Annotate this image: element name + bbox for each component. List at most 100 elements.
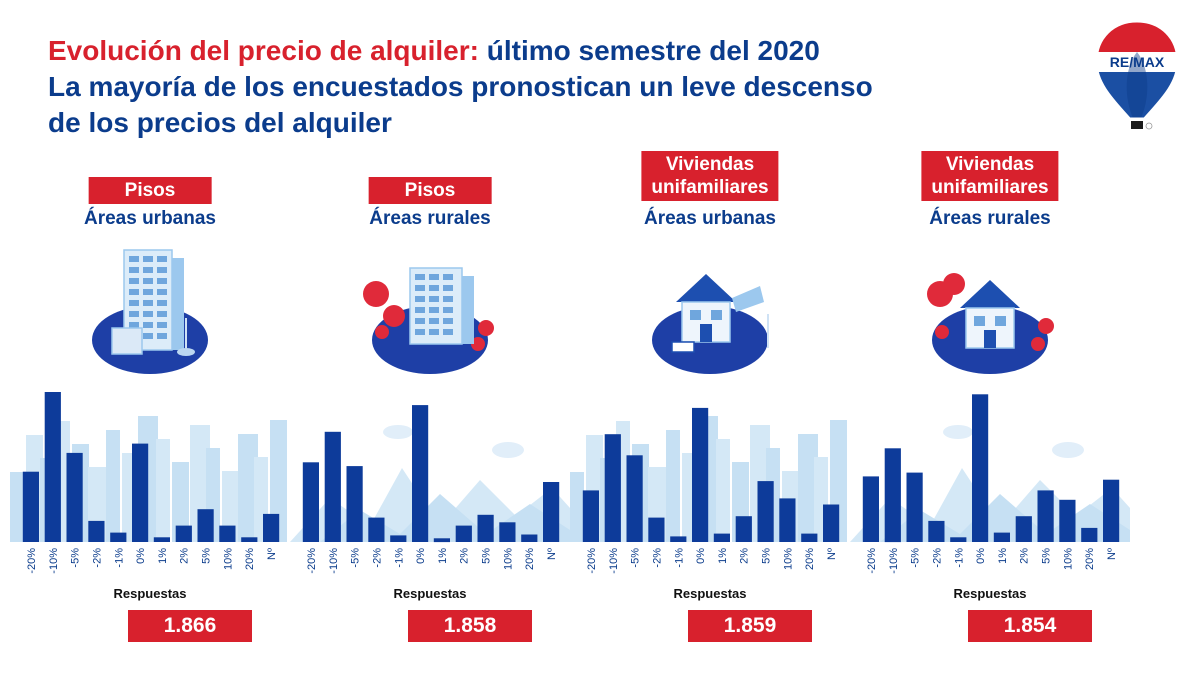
bar <box>801 533 818 542</box>
bar <box>779 498 796 542</box>
apartment-tower-urban-icon <box>92 249 208 374</box>
bar-chart: -20% -10% -5% -2% -1% 0% 1% 2% 5% 10% 20% Nº <box>10 392 287 574</box>
tick-label: -1% <box>673 548 685 568</box>
bar <box>884 448 901 543</box>
tick-label: 0% <box>975 548 987 564</box>
bar <box>972 394 989 542</box>
responses-total: 1.858 <box>408 610 532 642</box>
bar <box>1103 479 1120 542</box>
logo-text: RE/MAX <box>1110 54 1165 70</box>
bar <box>455 525 472 542</box>
tick-label: -2% <box>931 548 943 568</box>
bar <box>44 392 61 542</box>
bar <box>412 405 429 542</box>
bar <box>757 481 774 542</box>
tick-label: -5% <box>910 548 922 568</box>
tick-label: 10% <box>222 548 234 570</box>
bar <box>219 525 236 542</box>
bar <box>22 471 39 542</box>
bar <box>302 462 319 542</box>
bar <box>521 534 538 542</box>
bar <box>582 490 599 542</box>
panel-subtitle: Áreas rurales <box>929 208 1051 229</box>
tick-label: Nº <box>546 548 558 560</box>
tick-label: -5% <box>630 548 642 568</box>
bar <box>368 517 385 542</box>
bar <box>950 537 967 542</box>
bar <box>543 482 560 542</box>
tick-label: 1% <box>997 548 1009 564</box>
bar <box>132 443 149 542</box>
bar <box>499 522 516 542</box>
tick-label: 20% <box>524 548 536 570</box>
tick-label: -1% <box>393 548 405 568</box>
responses-label: Respuestas <box>953 586 1027 601</box>
bar <box>346 466 363 542</box>
bar <box>197 509 214 542</box>
panel-header: Pisos <box>368 177 492 204</box>
tick-label: -10% <box>888 548 900 574</box>
bar <box>477 514 494 542</box>
panel-header-line: Viviendas <box>945 154 1035 175</box>
panel-header-line: unifamiliares <box>651 177 769 198</box>
panel-header-line: Viviendas <box>665 154 755 175</box>
panel-header: Viviendas unifamiliares <box>641 151 779 201</box>
tick-label: -20% <box>586 548 598 574</box>
title-highlight: Evolución del precio de alquiler: <box>48 35 479 66</box>
tick-label: -20% <box>306 548 318 574</box>
responses-total: 1.859 <box>688 610 812 642</box>
panel-header: Viviendas unifamiliares <box>921 151 1059 201</box>
title-period: último semestre del 2020 <box>478 35 820 66</box>
bar <box>648 517 665 542</box>
panel-header-line: Pisos <box>124 180 176 201</box>
tick-label: 10% <box>1062 548 1074 570</box>
tick-label: 10% <box>782 548 794 570</box>
responses-label: Respuestas <box>393 586 467 601</box>
bar <box>324 431 341 542</box>
bar <box>1037 490 1054 542</box>
bar <box>390 535 407 542</box>
tick-label: 5% <box>481 548 493 564</box>
panel-header-line: Pisos <box>404 180 456 201</box>
bar <box>993 532 1010 542</box>
bar <box>175 525 192 542</box>
bar <box>735 516 752 542</box>
tick-label: 1% <box>437 548 449 564</box>
single-family-house-urban-icon <box>652 274 769 374</box>
tick-label: -20% <box>866 548 878 574</box>
bar <box>713 533 730 542</box>
tick-label: 20% <box>804 548 816 570</box>
tick-label: 0% <box>415 548 427 564</box>
apartment-building-rural-icon <box>363 267 494 374</box>
tick-label: -10% <box>608 548 620 574</box>
chart-panel: Viviendas unifamiliares Áreas rurales -20% -… <box>850 0 1130 675</box>
bar <box>110 532 127 542</box>
tick-label: -1% <box>953 548 965 568</box>
bar <box>692 407 709 542</box>
tick-label: 10% <box>502 548 514 570</box>
title-line-3: de los precios del alquiler <box>48 107 392 138</box>
bar <box>1059 499 1076 542</box>
page-title: Evolución del precio de alquiler: último… <box>48 33 873 141</box>
tick-label: -2% <box>91 548 103 568</box>
chart-panel: Viviendas unifamiliares Áreas urbanas -20% -… <box>570 0 850 675</box>
tick-label: -2% <box>651 548 663 568</box>
tick-label: Nº <box>1106 548 1118 560</box>
bar <box>153 537 170 542</box>
tick-label: 1% <box>717 548 729 564</box>
tick-label: 5% <box>761 548 773 564</box>
single-family-house-rural-icon <box>927 273 1054 374</box>
bar <box>1015 516 1032 542</box>
title-line-2: La mayoría de los encuestados pronostica… <box>48 71 873 102</box>
bar <box>433 538 450 543</box>
bar <box>823 504 840 542</box>
bar <box>1081 527 1098 542</box>
tick-label: 2% <box>459 548 471 564</box>
bar <box>906 472 923 542</box>
tick-label: 0% <box>135 548 147 564</box>
bar-chart: -20% -10% -5% -2% -1% 0% 1% 2% 5% 10% 20% Nº <box>850 394 1130 574</box>
bar-chart: -20% -10% -5% -2% -1% 0% 1% 2% 5% 10% 20% Nº <box>290 405 570 574</box>
tick-label: Nº <box>826 548 838 560</box>
tick-label: -5% <box>350 548 362 568</box>
tick-label: -1% <box>113 548 125 568</box>
